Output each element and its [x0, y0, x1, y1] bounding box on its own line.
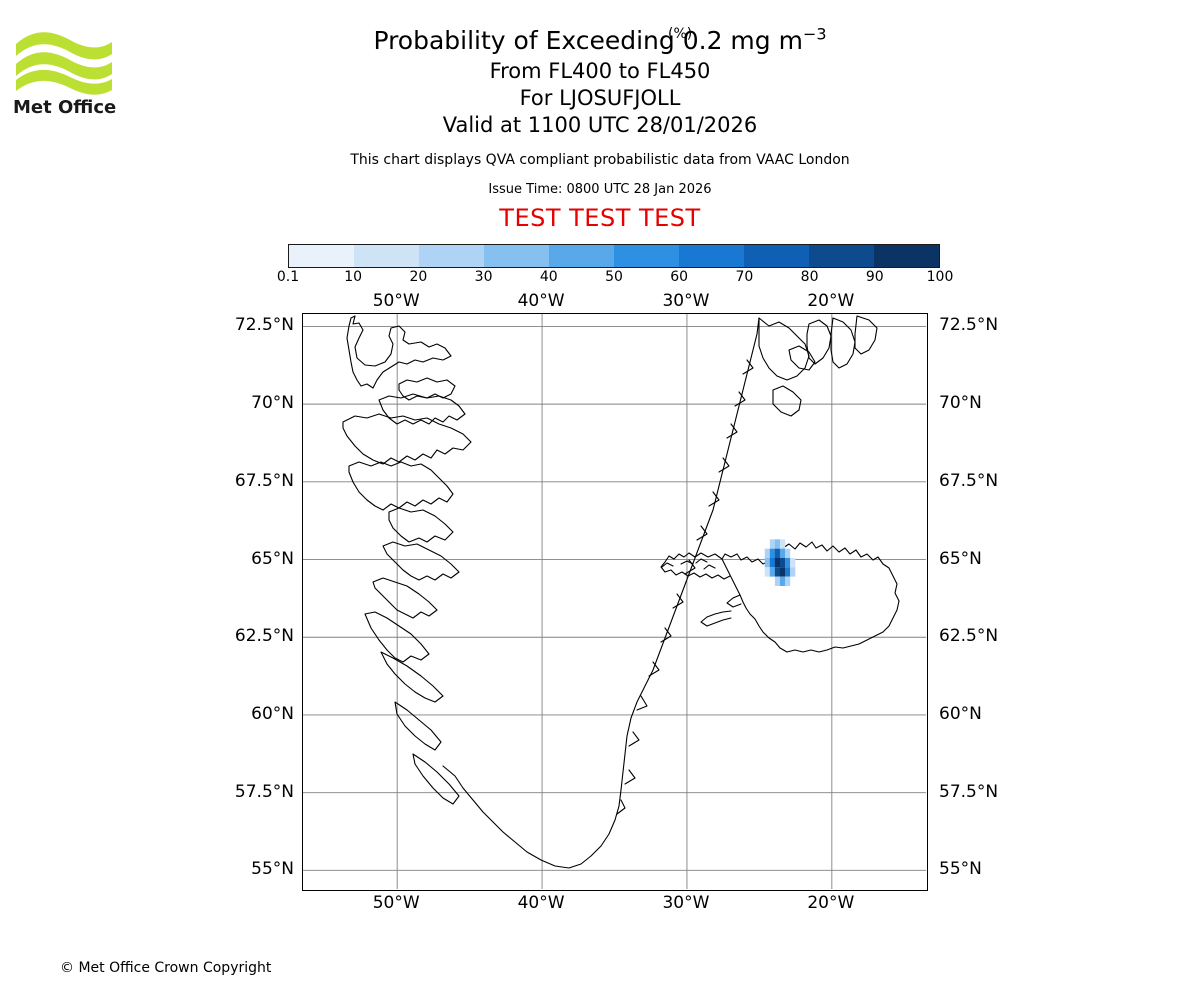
colorbar-band-5 [614, 245, 679, 267]
colorbar-tick-60: 60 [670, 269, 689, 285]
colorbar-tick-20: 20 [409, 269, 428, 285]
lat-tick-right-57.5: 57.5°N [939, 781, 999, 802]
valid-time-line: Valid at 1100 UTC 28/01/2026 [442, 113, 758, 137]
qva-note: This chart displays QVA compliant probab… [350, 152, 850, 168]
ash-cell [790, 557, 796, 568]
test-banner: TEST TEST TEST [499, 204, 701, 232]
lat-tick-left-70: 70°N [251, 393, 294, 414]
logo-wave-marks [16, 32, 112, 95]
lat-tick-right-65: 65°N [939, 548, 982, 569]
lon-tick-top--50: 50°W [372, 291, 420, 311]
met-office-logo: Met Office [12, 20, 122, 115]
lat-tick-left-62.5: 62.5°N [234, 626, 294, 647]
lat-tick-right-60: 60°N [939, 703, 982, 724]
map-gridlines [303, 314, 926, 889]
ash-cell [779, 557, 786, 568]
lat-tick-left-65: 65°N [251, 548, 294, 569]
colorbar-ticks: 0.1 10 20 30 40 50 60 70 80 90 100 [277, 269, 954, 289]
colorbar-tick-40: 40 [539, 269, 558, 285]
ash-cell [790, 567, 796, 577]
colorbar-tick-10: 10 [344, 269, 363, 285]
lat-tick-left-72.5: 72.5°N [234, 315, 294, 336]
volcano-name-line: For LJOSUFJOLL [519, 86, 681, 110]
colorbar-tick-80: 80 [800, 269, 819, 285]
lat-tick-left-60: 60°N [251, 703, 294, 724]
ash-cell [774, 567, 781, 577]
colorbar-unit-label: (%) [668, 26, 693, 42]
lon-tick-top--30: 30°W [662, 291, 710, 311]
main-title-text: Probability of Exceeding 0.2 mg m [373, 26, 803, 55]
lat-tick-left-55: 55°N [251, 859, 294, 880]
lon-tick-bottom--40: 40°W [517, 893, 565, 913]
ash-cell [785, 548, 791, 558]
colorbar-band-0 [289, 245, 354, 267]
ash-probability-cells [764, 539, 796, 586]
ash-cell [769, 567, 776, 577]
colorbar-band-3 [484, 245, 549, 267]
colorbar-tick-50: 50 [605, 269, 623, 285]
ash-cell [764, 548, 770, 558]
ash-cell [785, 557, 791, 568]
ash-cell [769, 557, 776, 568]
ash-cell [769, 539, 776, 549]
lat-tick-right-70: 70°N [939, 393, 982, 414]
lat-tick-right-55: 55°N [939, 859, 982, 880]
colorbar-tick-30: 30 [474, 269, 493, 285]
page-title: Probability of Exceeding 0.2 mg m−3 [0, 24, 1200, 58]
lat-tick-left-57.5: 57.5°N [234, 781, 294, 802]
colorbar-band-2 [419, 245, 484, 267]
map-plot-area[interactable] [302, 313, 928, 891]
colorbar-band-6 [679, 245, 744, 267]
lon-tick-top--40: 40°W [517, 291, 565, 311]
lon-tick-bottom--30: 30°W [662, 893, 710, 913]
lon-tick-bottom--20: 20°W [807, 893, 855, 913]
lat-tick-right-67.5: 67.5°N [939, 470, 999, 491]
lat-tick-right-72.5: 72.5°N [939, 315, 999, 336]
colorbar-band-8 [809, 245, 874, 267]
logo-text: Met Office [13, 97, 116, 115]
ash-cell [774, 548, 781, 558]
ash-cell [785, 576, 791, 586]
ash-cell [769, 548, 776, 558]
colorbar-tick-90: 90 [865, 269, 884, 285]
main-title-exponent: −3 [802, 24, 827, 44]
lon-tick-top--20: 20°W [807, 291, 855, 311]
colorbar-band-1 [354, 245, 419, 267]
ash-cell [774, 557, 781, 568]
lon-tick-bottom--50: 50°W [372, 893, 420, 913]
lat-tick-right-62.5: 62.5°N [939, 626, 999, 647]
colorbar-legend: 0.1 10 20 30 40 50 60 70 80 90 100 [277, 244, 954, 289]
colorbar-tick-0.1: 0.1 [276, 269, 300, 285]
copyright-notice: © Met Office Crown Copyright [60, 960, 272, 976]
lat-tick-left-67.5: 67.5°N [234, 470, 294, 491]
colorbar-gradient [288, 244, 940, 268]
ash-cell [779, 548, 786, 558]
flight-level-line: From FL400 to FL450 [489, 59, 711, 83]
chart-title-block: Probability of Exceeding 0.2 mg m−3 From… [0, 24, 1200, 233]
colorbar-tick-70: 70 [735, 269, 754, 285]
ash-cell [764, 567, 770, 577]
colorbar-tick-100: 100 [926, 269, 954, 285]
ash-cell [785, 567, 791, 577]
ash-cell [779, 576, 786, 586]
colorbar-band-7 [744, 245, 809, 267]
issue-time: Issue Time: 0800 UTC 28 Jan 2026 [488, 182, 712, 197]
ash-cell [774, 576, 781, 586]
ash-cell [774, 539, 781, 549]
ash-cell [779, 567, 786, 577]
colorbar-band-4 [549, 245, 614, 267]
ash-cell [764, 557, 770, 568]
map-coastlines [342, 315, 900, 869]
ash-cell [779, 539, 786, 549]
colorbar-band-9 [874, 245, 939, 267]
